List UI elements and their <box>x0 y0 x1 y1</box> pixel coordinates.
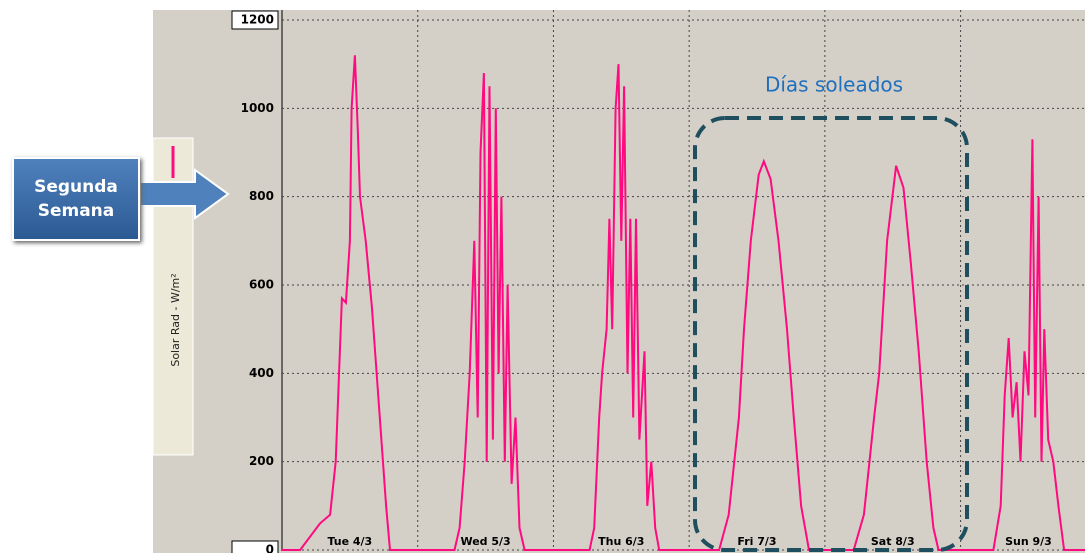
y-tick-box <box>231 540 279 553</box>
annotation: Días soleados <box>765 73 903 97</box>
legend-label: Solar Rad - W/m² <box>169 273 182 366</box>
y-tick-label: 200 <box>249 454 274 468</box>
data-line <box>282 55 1085 551</box>
y-tick-label: 600 <box>249 278 274 292</box>
highlight-box <box>693 116 969 552</box>
y-tick-label: 0 <box>266 543 274 553</box>
y-tick-label: 1200 <box>241 13 274 27</box>
callout-arrow <box>139 168 230 220</box>
callout: Segunda Semana <box>12 157 140 241</box>
x-tick-label: Fri 7/3 <box>737 535 776 548</box>
x-tick-label: Tue 4/3 <box>327 535 372 548</box>
x-tick-label: Sun 9/3 <box>1005 535 1052 548</box>
x-tick-label: Thu 6/3 <box>598 535 644 548</box>
y-tick-box <box>231 10 279 30</box>
x-tick-label: Wed 5/3 <box>460 535 510 548</box>
x-tick-label: Sat 8/3 <box>871 535 915 548</box>
y-tick-label: 1000 <box>241 101 274 115</box>
y-tick-label: 400 <box>249 366 274 380</box>
y-tick-label: 800 <box>249 189 274 203</box>
